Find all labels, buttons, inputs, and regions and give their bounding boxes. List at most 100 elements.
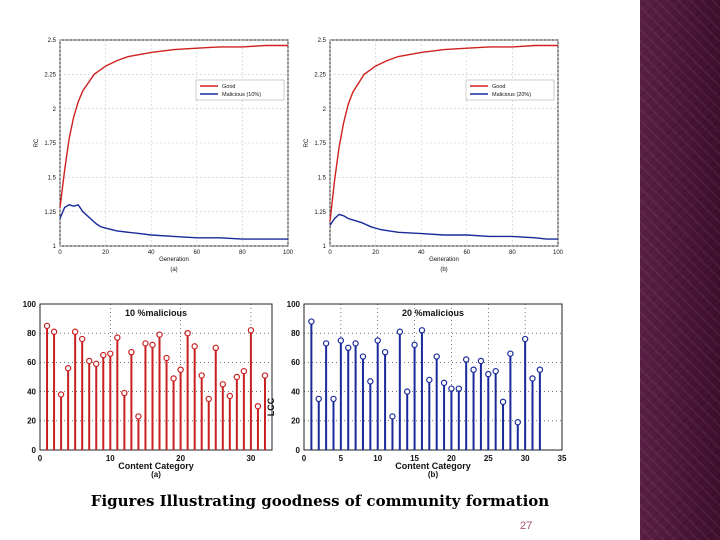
stem-marker [536,366,544,373]
x-tick-label: 30 [521,454,530,463]
y-tick-label: 1.25 [314,210,326,216]
legend-label: Malicious (10%) [222,92,261,98]
series-line-malicious [59,203,288,240]
stem-marker [121,389,128,397]
stem-marker [240,367,248,375]
stem-marker [514,419,521,426]
x-tick-label: 5 [339,454,344,463]
stem-marker [337,337,345,344]
stem-marker [330,395,337,403]
stem-marker [426,376,433,384]
x-tick-label: 0 [302,454,307,463]
stem-marker [142,340,149,347]
y-tick-label: 1.5 [318,175,327,181]
stem-marker [247,327,255,334]
stem-marker [462,356,470,363]
stem-marker [345,344,352,351]
panel-label: (a) [170,267,177,273]
stem-marker [163,354,170,362]
y-tick-label: 60 [27,358,36,367]
x-tick-label: 0 [38,454,43,463]
chart-panel-4: 0 5 10 15 20 25 30 35 0 20 40 60 80 100 20 %malicious C… [266,300,567,479]
stem-marker [521,335,529,343]
stem-marker [43,322,51,330]
y-tick-label: 40 [291,387,300,396]
stem-marker [448,385,455,392]
stem-marker [308,318,315,325]
x-tick-label: 40 [418,250,425,256]
y-tick-label: 2.5 [318,38,327,44]
stem-marker [198,372,205,379]
stem-marker [205,395,212,403]
stem-marker [359,353,367,360]
x-axis-label: Generation [159,257,189,263]
x-tick-label: 20 [447,454,456,463]
stem-marker [212,344,219,351]
x-tick-label: 30 [246,454,255,463]
x-tick-label: 0 [58,250,62,256]
stem-marker [396,328,404,335]
stem-marker [135,413,142,420]
stem-marker [191,343,198,350]
stem-marker [470,366,477,373]
y-tick-label: 2.25 [314,72,326,78]
stem-marker [529,375,536,382]
plot-frame [303,303,563,451]
x-axis-label: Content Category [395,461,471,471]
y-tick-label: 80 [27,329,36,338]
y-tick-label: 100 [287,300,301,309]
x-tick-label: 20 [372,250,379,256]
x-tick-label: 20 [102,250,109,256]
x-tick-label: 10 [373,454,382,463]
y-tick-label: 60 [291,358,300,367]
stem-marker [477,357,485,365]
chart-panel-1: 0 20 40 60 80 100 1 1.25 1.5 1.75 2 2.25 2.5 Good Mali… [34,38,294,273]
x-axis-label: Content Category [118,461,194,471]
y-tick-label: 2.5 [48,38,57,44]
stem-marker [507,350,514,357]
y-tick-label: 0 [32,446,37,455]
stem-marker [156,331,163,338]
panel-label: (a) [151,470,161,479]
x-tick-label: 60 [463,250,470,256]
x-tick-label: 10 [106,454,115,463]
stem-marker [322,340,330,347]
page-number: 27 [520,520,533,532]
stem-marker [455,385,462,392]
y-tick-label: 40 [27,387,36,396]
x-tick-label: 20 [176,454,185,463]
stem-marker [261,372,269,379]
x-tick-label: 60 [193,250,200,256]
stem-marker [492,367,499,375]
y-axis-label: RC [304,138,310,147]
stem-marker [374,337,381,344]
y-tick-label: 100 [23,300,37,309]
x-tick-label: 100 [283,250,294,256]
y-tick-label: 20 [27,417,36,426]
stem-marker [100,351,107,359]
x-axis-label: Generation [429,257,459,263]
y-tick-label: 2.25 [44,72,56,78]
series-line-good [59,44,288,208]
legend-box [465,79,555,101]
x-tick-label: 0 [328,250,332,256]
chart-panel-3: 0 10 20 30 0 20 40 60 80 100 10 %malicious Content … [23,300,273,479]
x-tick-label: 80 [509,250,516,256]
x-tick-label: 15 [410,454,419,463]
stem-marker [485,370,492,378]
stem-marker [411,341,418,349]
stem-marker [93,360,100,368]
y-tick-label: 1 [323,244,327,250]
y-tick-label: 2 [53,107,57,113]
stem-marker [367,378,374,385]
stem-marker [184,330,191,337]
stem-marker [64,365,72,372]
legend-box [195,79,285,101]
stem-marker [389,413,396,420]
stem-marker [219,381,226,388]
stem-marker [86,357,93,365]
y-tick-label: 1 [53,244,57,250]
y-tick-label: 1.5 [48,175,57,181]
chart-panel-2: 0 20 40 60 80 100 1 1.25 1.5 1.75 2 2.25 2.5 Good Mali… [304,38,564,273]
